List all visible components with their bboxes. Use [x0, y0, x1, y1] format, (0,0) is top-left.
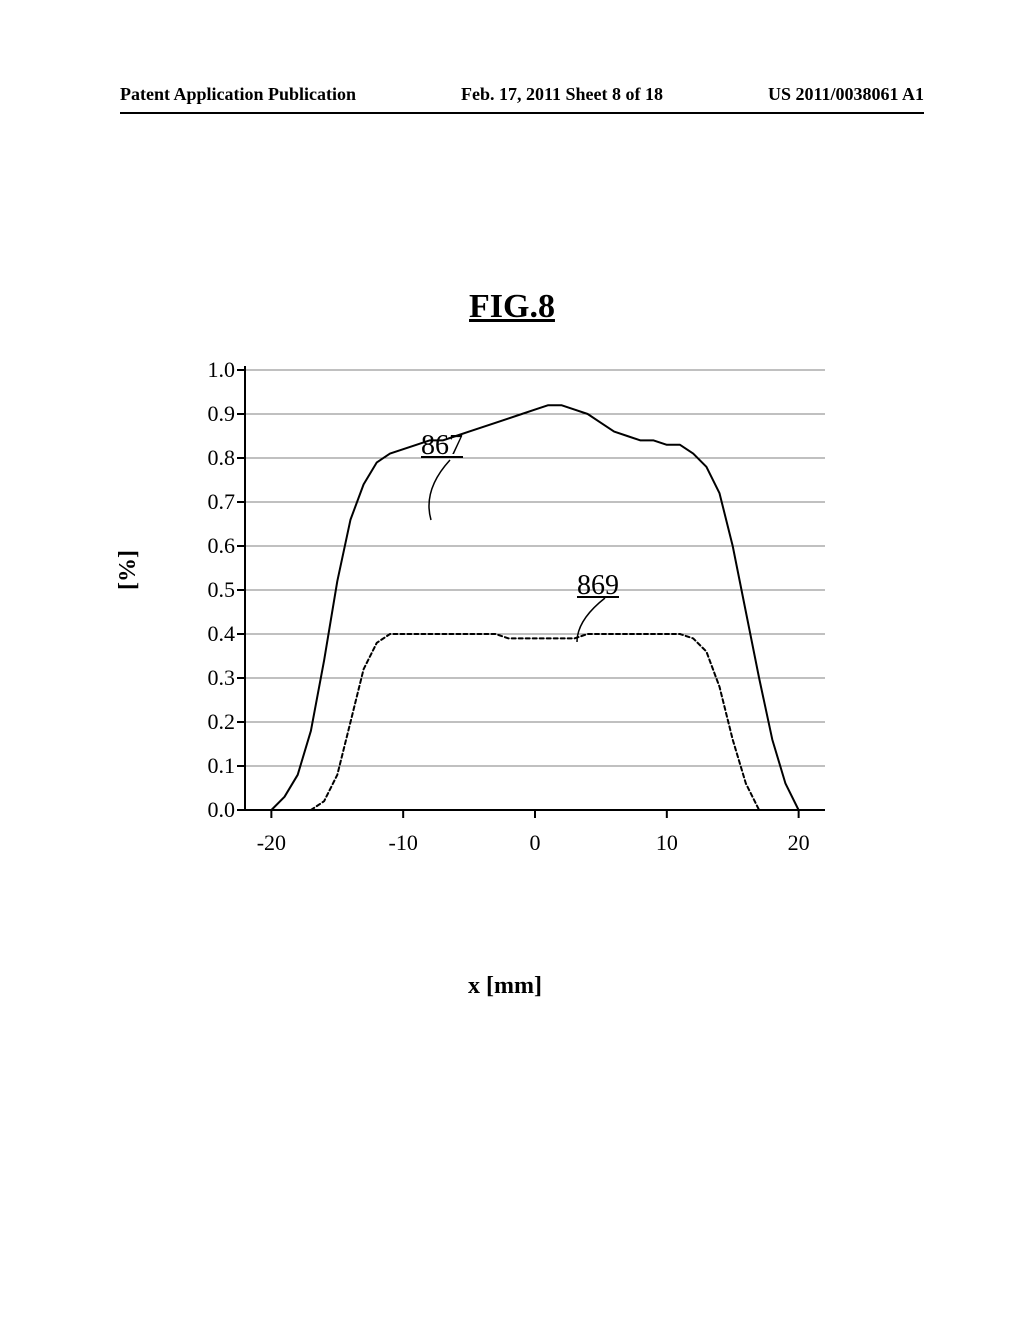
ytick-label: 0.2 — [165, 709, 235, 735]
header-right: US 2011/0038061 A1 — [768, 84, 924, 105]
ytick-label: 0.8 — [165, 445, 235, 471]
page-header: Patent Application Publication Feb. 17, … — [120, 84, 924, 105]
callout-leader-867 — [429, 460, 450, 520]
ytick-label: 0.9 — [165, 401, 235, 427]
ytick-label: 0.0 — [165, 797, 235, 823]
xtick-label: 10 — [656, 830, 678, 856]
ytick-label: 0.4 — [165, 621, 235, 647]
figure-title: FIG.8 — [0, 288, 1024, 326]
figure-title-text: FIG.8 — [469, 288, 555, 325]
header-left: Patent Application Publication — [120, 84, 356, 105]
ytick-label: 0.3 — [165, 665, 235, 691]
ytick-label: 0.1 — [165, 753, 235, 779]
y-axis-label: [%] — [115, 550, 142, 590]
chart: [%] x [mm] 0.00.10.20.30.40.50.60.70.80.… — [165, 360, 845, 920]
header-middle: Feb. 17, 2011 Sheet 8 of 18 — [461, 84, 663, 105]
ytick-label: 0.6 — [165, 533, 235, 559]
callout-label-867: 867 — [421, 430, 463, 462]
page: Patent Application Publication Feb. 17, … — [0, 0, 1024, 1320]
callout-label-869: 869 — [577, 570, 619, 602]
header-rule — [120, 112, 924, 114]
curve-867 — [271, 405, 798, 810]
xtick-label: -20 — [257, 830, 286, 856]
x-axis-label: x [mm] — [165, 973, 845, 1000]
ytick-label: 0.7 — [165, 489, 235, 515]
xtick-label: 0 — [530, 830, 541, 856]
ytick-label: 1.0 — [165, 357, 235, 383]
ytick-label: 0.5 — [165, 577, 235, 603]
xtick-label: 20 — [788, 830, 810, 856]
xtick-label: -10 — [389, 830, 418, 856]
